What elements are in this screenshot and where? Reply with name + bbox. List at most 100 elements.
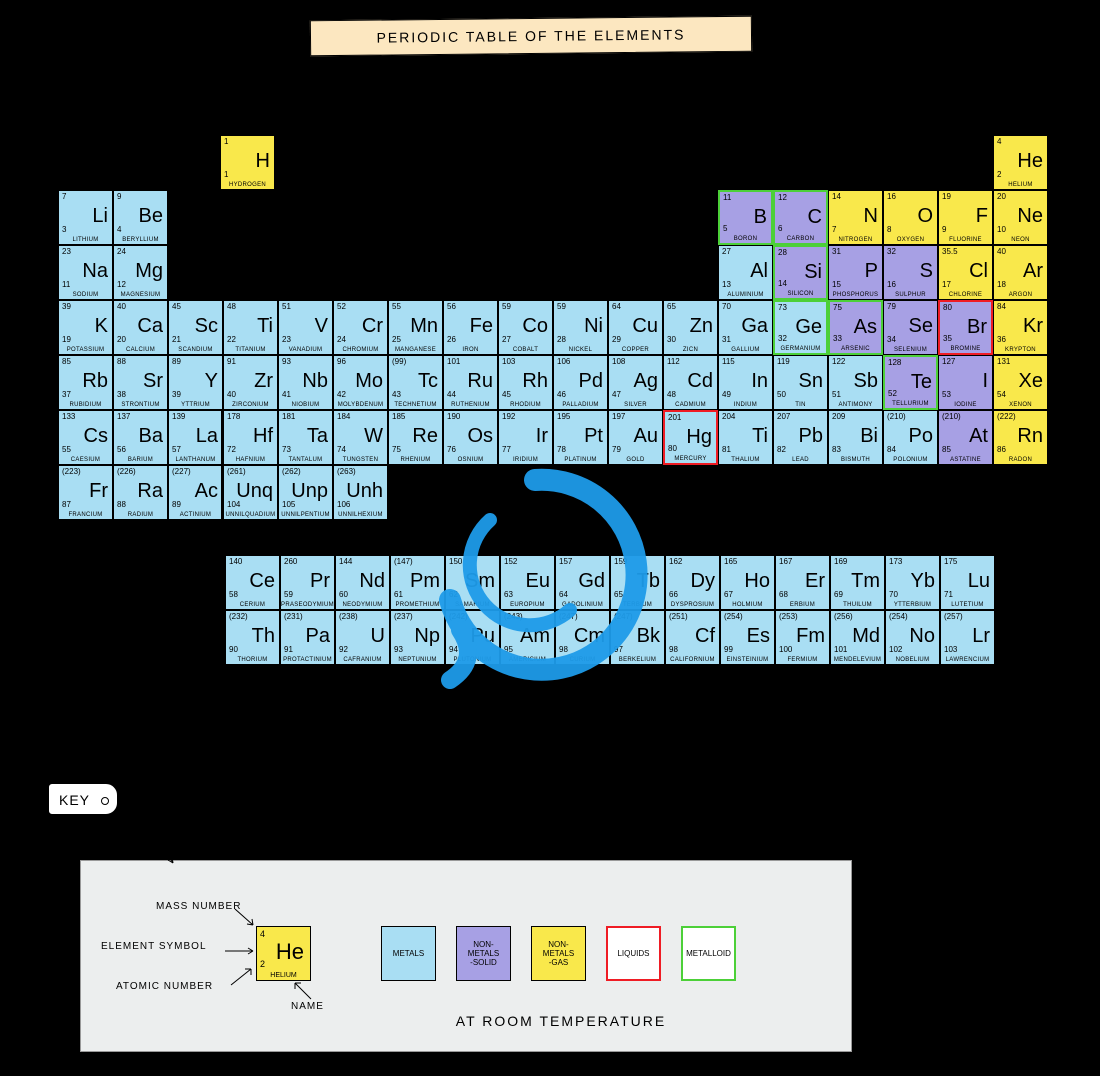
symbol: Es — [747, 625, 770, 648]
name: AMERICIUM — [501, 657, 554, 663]
symbol: Li — [92, 205, 108, 228]
name: CALIFORNIUM — [666, 657, 719, 663]
element-cell-Sc: 45Sc21SCANDIUM — [168, 300, 223, 355]
symbol: S — [920, 260, 933, 283]
atomic: 104 — [227, 500, 240, 509]
element-cell-Gd: 157Gd64GADOLINIUM — [555, 555, 610, 610]
atomic: 40 — [227, 390, 236, 399]
element-cell-Ho: 165Ho67HOLMIUM — [720, 555, 775, 610]
name: BORON — [720, 236, 771, 242]
atomic: 7 — [832, 225, 836, 234]
mass: 51 — [282, 302, 291, 311]
mass: 137 — [117, 412, 130, 421]
arrow-icon — [223, 945, 257, 957]
symbol: Unh — [346, 480, 383, 503]
mass: 173 — [889, 557, 902, 566]
element-cell-La: 139La57LANTHANUM — [168, 410, 223, 465]
atomic: 27 — [502, 335, 511, 344]
name: BISMUTH — [829, 457, 882, 463]
mass: 106 — [557, 357, 570, 366]
element-cell-Pm: (147)Pm61PROMETHIUM — [390, 555, 445, 610]
mass: 28 — [778, 248, 787, 257]
element-cell-Yb: 173Yb70YTTERBIUM — [885, 555, 940, 610]
element-cell-Se: 79Se34SELENIUM — [883, 300, 938, 355]
symbol: C — [808, 206, 822, 229]
mass: 40 — [997, 247, 1006, 256]
element-cell-Bk: (247)Bk97BERKELIUM — [610, 610, 665, 665]
atomic: 105 — [282, 500, 295, 509]
element-cell-Y: 89Y39YTTRIUM — [168, 355, 223, 410]
name: BERKELIUM — [611, 657, 664, 663]
atomic: 81 — [722, 445, 731, 454]
symbol: Tm — [851, 570, 880, 593]
name: SCANDIUM — [169, 347, 222, 353]
mass: 11 — [723, 193, 731, 202]
atomic: 44 — [447, 390, 456, 399]
atomic: 73 — [282, 445, 291, 454]
swatch-label: METALS — [393, 949, 424, 958]
element-cell-Ti: 204Ti81THALIUM — [718, 410, 773, 465]
atomic: 87 — [62, 500, 71, 509]
atomic: 49 — [722, 390, 731, 399]
atomic: 21 — [172, 335, 181, 344]
mass: 184 — [337, 412, 350, 421]
symbol: Xe — [1019, 370, 1043, 393]
mass: 204 — [722, 412, 735, 421]
atomic: 17 — [942, 280, 951, 289]
element-cell-Sr: 88Sr38STRONTIUM — [113, 355, 168, 410]
element-cell-Cd: 112Cd48CADMIUM — [663, 355, 718, 410]
element-cell-Sb: 122Sb51ANTIMONY — [828, 355, 883, 410]
symbol: Pa — [306, 625, 330, 648]
atomic: 4 — [117, 225, 121, 234]
mass: 175 — [944, 557, 957, 566]
legend-swatch-metals: METALS — [381, 926, 436, 981]
mass: (210) — [887, 412, 906, 421]
element-cell-Li: 7Li3LITHIUM — [58, 190, 113, 245]
name: POTASSIUM — [59, 347, 112, 353]
element-cell-Mg: 24Mg12MAGNESIUM — [113, 245, 168, 300]
mass: 93 — [282, 357, 291, 366]
name: DYSPROSIUM — [666, 602, 719, 608]
symbol: Rh — [522, 370, 548, 393]
element-cell-As: 75As33ARSENIC — [828, 300, 883, 355]
element-cell-Bi: 209Bi83BISMUTH — [828, 410, 883, 465]
name: GALLIUM — [719, 347, 772, 353]
symbol: Kr — [1023, 315, 1043, 338]
element-cell-Hf: 178Hf72HAFNIUM — [223, 410, 278, 465]
symbol: Cu — [632, 315, 658, 338]
atomic: 2 — [260, 959, 265, 969]
atomic: 60 — [339, 590, 348, 599]
element-cell-Pu: (242)Pu94PLUTONIUM — [445, 610, 500, 665]
symbol: Rb — [82, 370, 108, 393]
element-cell-Pt: 195Pt78PLATINUM — [553, 410, 608, 465]
atomic: 94 — [449, 645, 458, 654]
symbol: Unp — [291, 480, 328, 503]
atomic: 66 — [669, 590, 678, 599]
symbol: Mo — [355, 370, 383, 393]
name: FLUORINE — [939, 237, 992, 243]
element-cell-Unq: (261)Unq104UNNILQUADIUM — [223, 465, 278, 520]
name: BARIUM — [114, 457, 167, 463]
atomic: 34 — [887, 335, 896, 344]
name: THUILUM — [831, 602, 884, 608]
element-cell-Ar: 40Ar18ARGON — [993, 245, 1048, 300]
element-cell-Sm: 150Sm62SAMARIUM — [445, 555, 500, 610]
symbol: Ho — [744, 570, 770, 593]
mass: 127 — [942, 357, 955, 366]
symbol: Ir — [536, 425, 548, 448]
atomic: 43 — [392, 390, 401, 399]
element-cell-Ra: (226)Ra88RADIUM — [113, 465, 168, 520]
swatch-label: NON- METALS -GAS — [543, 940, 574, 967]
atomic: 45 — [502, 390, 511, 399]
symbol: Na — [82, 260, 108, 283]
mass: (232) — [229, 612, 248, 621]
mass: (223) — [62, 467, 81, 476]
mass: (242) — [449, 612, 468, 621]
atomic: 84 — [887, 445, 896, 454]
name: CARBON — [775, 236, 826, 242]
atomic: 47 — [612, 390, 621, 399]
name: RHENIUM — [389, 457, 442, 463]
mass: 56 — [447, 302, 456, 311]
element-cell-Rb: 85Rb37RUBIDIUM — [58, 355, 113, 410]
element-cell-At: (210)At85ASTATINE — [938, 410, 993, 465]
